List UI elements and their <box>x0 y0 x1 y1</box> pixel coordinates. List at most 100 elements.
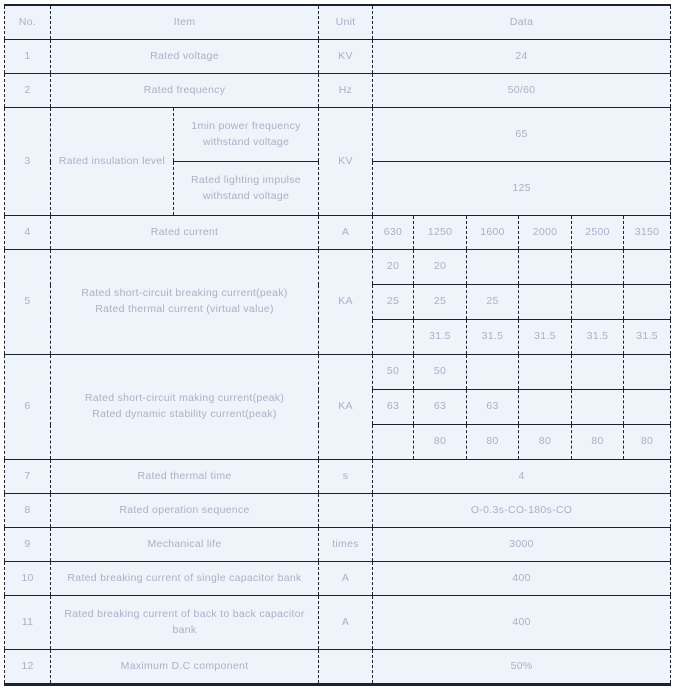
row-3-sub-1: 3 Rated insulation level 1min power freq… <box>4 107 672 216</box>
cell-unit: s <box>318 459 373 494</box>
col-header-data: Data <box>371 4 672 40</box>
cell-data: 50 <box>413 354 467 390</box>
cell-data: 24 <box>371 39 672 74</box>
cell-data: 400 <box>371 595 672 650</box>
cell-unit: A <box>318 215 373 250</box>
cell-data: 63 <box>466 389 519 425</box>
cell-data: 125 <box>371 161 672 216</box>
cell-data: 2500 <box>571 215 624 250</box>
cell-data <box>466 249 519 285</box>
cell-no: 12 <box>4 649 51 685</box>
col-header-unit: Unit <box>318 4 373 40</box>
row-4: 4 Rated current A 630 1250 1600 2000 250… <box>4 215 672 250</box>
cell-data <box>518 284 572 320</box>
row-5-sub-1: 5 Rated short-circuit breaking current(p… <box>4 249 672 355</box>
cell-unit: KV <box>318 107 373 216</box>
cell-item: Rated breaking current of back to back c… <box>50 595 319 650</box>
cell-item: Rated frequency <box>50 73 319 108</box>
row-1: 1 Rated voltage KV 24 <box>4 39 672 74</box>
col-header-item: Item <box>50 4 319 40</box>
spec-table: No. Item Unit Data 1 Rated voltage KV 24… <box>4 4 672 686</box>
cell-data: 3000 <box>371 527 672 562</box>
cell-no: 3 <box>4 107 51 216</box>
cell-data <box>622 284 672 320</box>
cell-no: 5 <box>4 249 51 355</box>
cell-item: Rated voltage <box>50 39 319 74</box>
cell-unit: A <box>318 561 373 596</box>
cell-data: 1600 <box>466 215 519 250</box>
row-6-sub-2: 63 63 63 <box>5 389 672 425</box>
cell-item: Rated breaking current of single capacit… <box>50 561 319 596</box>
cell-data: 25 <box>372 284 414 320</box>
cell-item: Maximum D.C component <box>50 649 319 685</box>
cell-data: 3150 <box>622 215 672 250</box>
row-5-sub-3: 31.5 31.5 31.5 31.5 31.5 <box>5 319 672 355</box>
cell-data: 80 <box>571 424 624 460</box>
cell-no: 8 <box>4 493 51 528</box>
cell-unit: Hz <box>318 73 373 108</box>
cell-item: Rated short-circuit breaking current(pea… <box>50 249 319 355</box>
cell-no: 11 <box>4 595 51 650</box>
cell-no: 10 <box>4 561 51 596</box>
row-12: 12 Maximum D.C component 50% <box>4 649 672 685</box>
cell-unit: times <box>318 527 373 562</box>
cell-data: 80 <box>466 424 519 460</box>
cell-unit <box>318 649 373 685</box>
cell-data: 65 <box>371 107 672 162</box>
cell-data: 80 <box>413 424 467 460</box>
cell-data <box>518 389 572 425</box>
cell-data <box>372 424 414 460</box>
cell-data: 31.5 <box>518 319 572 355</box>
cell-item: Rated operation sequence <box>50 493 319 528</box>
cell-data: O-0.3s-CO-180s-CO <box>371 493 672 528</box>
cell-data: 63 <box>413 389 467 425</box>
row-9: 9 Mechanical life times 3000 <box>4 527 672 562</box>
cell-data: 20 <box>413 249 467 285</box>
cell-data: 400 <box>371 561 672 596</box>
cell-unit: KA <box>318 354 373 460</box>
cell-unit: KA <box>318 249 373 355</box>
item-line-1: Rated short-circuit making current(peak) <box>84 392 285 405</box>
cell-data: 50 <box>372 354 414 390</box>
cell-data <box>622 354 672 390</box>
row-7: 7 Rated thermal time s 4 <box>4 459 672 494</box>
cell-data: 50% <box>371 649 672 685</box>
cell-data: 4 <box>371 459 672 494</box>
cell-data: 80 <box>622 424 672 460</box>
cell-data <box>372 319 414 355</box>
cell-data: 50/60 <box>371 73 672 108</box>
cell-item: Rated current <box>50 215 319 250</box>
cell-data <box>571 389 624 425</box>
header-row: No. Item Unit Data <box>4 4 672 40</box>
cell-no: 1 <box>4 39 51 74</box>
cell-no: 9 <box>4 527 51 562</box>
cell-data <box>571 249 624 285</box>
cell-data: 31.5 <box>413 319 467 355</box>
cell-no: 6 <box>4 354 51 460</box>
cell-data: 1250 <box>413 215 467 250</box>
item-line-2: Rated dynamic stability current(peak) <box>92 408 277 420</box>
cell-data <box>518 249 572 285</box>
row-10: 10 Rated breaking current of single capa… <box>4 561 672 596</box>
cell-data: 25 <box>413 284 467 320</box>
cell-data <box>518 354 572 390</box>
cell-unit: A <box>318 595 373 650</box>
cell-data: 31.5 <box>571 319 624 355</box>
cell-data <box>571 354 624 390</box>
cell-no: 4 <box>4 215 51 250</box>
cell-data: 31.5 <box>466 319 519 355</box>
row-6-sub-3: 80 80 80 80 80 <box>5 424 672 460</box>
cell-data <box>622 389 672 425</box>
cell-data: 63 <box>372 389 414 425</box>
cell-data <box>622 249 672 285</box>
row-3-sub-2: Rated lighting impulse withstand voltage… <box>5 161 672 216</box>
cell-unit <box>318 493 373 528</box>
cell-no: 7 <box>4 459 51 494</box>
cell-data: 20 <box>372 249 414 285</box>
cell-sub-item: 1min power frequency withstand voltage <box>173 107 319 162</box>
item-line-1: Rated short-circuit breaking current(pea… <box>81 287 288 300</box>
cell-data: 31.5 <box>622 319 672 355</box>
cell-no: 2 <box>4 73 51 108</box>
col-header-no: No. <box>4 4 51 40</box>
row-5-sub-2: 25 25 25 <box>5 284 672 320</box>
